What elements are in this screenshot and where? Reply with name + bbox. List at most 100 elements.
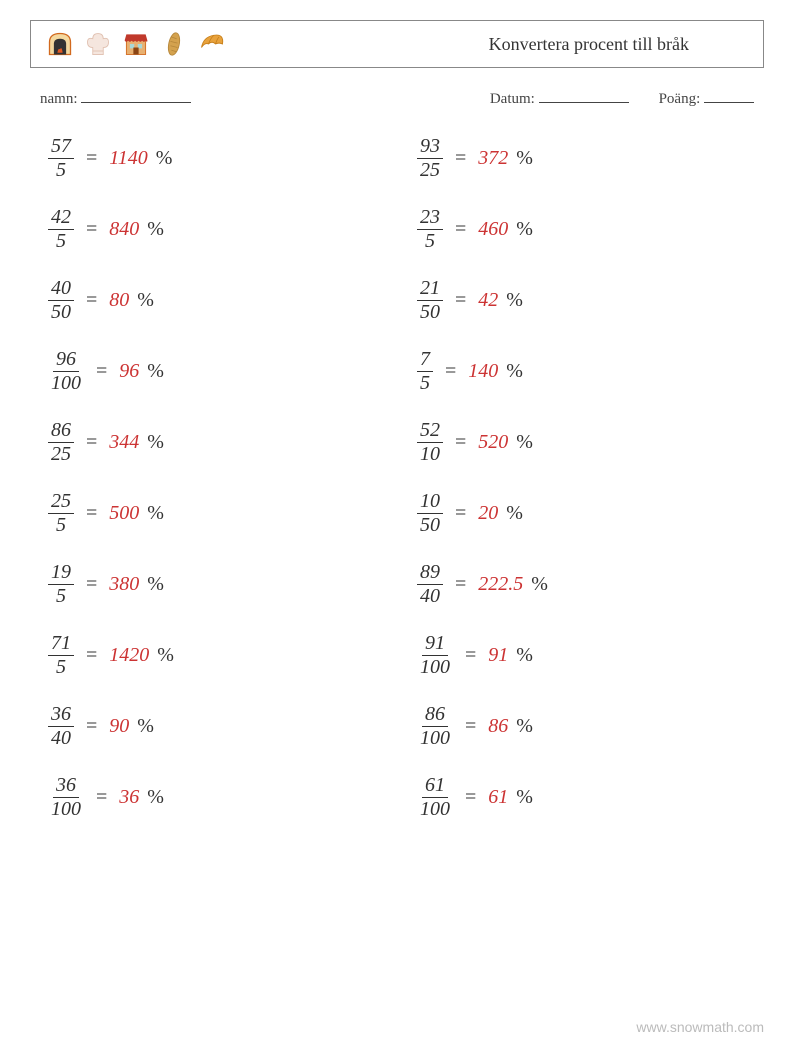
fraction-numerator: 21 [417, 278, 443, 301]
worksheet-header: Konvertera procent till bråk [30, 20, 764, 68]
percent-sign: % [147, 573, 164, 596]
date-label: Datum: [490, 91, 535, 107]
fraction-numerator: 25 [48, 491, 74, 514]
fraction-numerator: 93 [417, 136, 443, 159]
fraction: 8940 [417, 562, 443, 607]
fraction: 2150 [417, 278, 443, 323]
answer-value: 520 [478, 431, 508, 454]
problem: 4050=80% [48, 278, 377, 323]
equals-sign: = [86, 644, 97, 667]
fraction-numerator: 57 [48, 136, 74, 159]
fraction-denominator: 50 [417, 301, 443, 323]
fraction-denominator: 100 [48, 798, 84, 820]
name-blank[interactable] [81, 88, 191, 103]
bread-icon [159, 29, 189, 59]
score-blank[interactable] [704, 88, 754, 103]
equals-sign: = [86, 289, 97, 312]
equals-sign: = [465, 644, 476, 667]
answer-value: 36 [119, 786, 139, 809]
percent-sign: % [531, 573, 548, 596]
percent-sign: % [516, 431, 533, 454]
fraction: 91100 [417, 633, 453, 678]
fraction: 235 [417, 207, 443, 252]
answer-value: 42 [478, 289, 498, 312]
percent-sign: % [147, 360, 164, 383]
fraction: 255 [48, 491, 74, 536]
fraction-numerator: 52 [417, 420, 443, 443]
fraction-numerator: 61 [422, 775, 448, 798]
fraction-numerator: 91 [422, 633, 448, 656]
answer-value: 20 [478, 502, 498, 525]
percent-sign: % [137, 715, 154, 738]
fraction-denominator: 5 [53, 656, 69, 678]
percent-sign: % [156, 147, 173, 170]
date-blank[interactable] [539, 88, 629, 103]
fraction-denominator: 5 [53, 159, 69, 181]
problem: 575=1140% [48, 136, 377, 181]
equals-sign: = [455, 218, 466, 241]
fraction: 575 [48, 136, 74, 181]
oven-icon [45, 29, 75, 59]
equals-sign: = [86, 431, 97, 454]
fraction-denominator: 50 [48, 301, 74, 323]
problem: 8940=222.5% [417, 562, 746, 607]
fraction-numerator: 10 [417, 491, 443, 514]
fraction: 195 [48, 562, 74, 607]
percent-sign: % [506, 502, 523, 525]
fraction-numerator: 42 [48, 207, 74, 230]
answer-value: 80 [109, 289, 129, 312]
problems-grid: 575=1140%9325=372%425=840%235=460%4050=8… [30, 136, 764, 820]
problem: 425=840% [48, 207, 377, 252]
fraction-numerator: 23 [417, 207, 443, 230]
problem: 5210 = 520% [417, 420, 746, 465]
equals-sign: = [455, 431, 466, 454]
problem: 91100 = 91% [417, 633, 746, 678]
chef-hat-icon [83, 29, 113, 59]
fraction: 75 [417, 349, 433, 394]
problem: 2150 = 42% [417, 278, 746, 323]
shop-icon [121, 29, 151, 59]
fraction: 5210 [417, 420, 443, 465]
meta-date: Datum: [490, 88, 629, 108]
fraction-denominator: 5 [53, 230, 69, 252]
fraction-numerator: 19 [48, 562, 74, 585]
score-label: Poäng: [659, 91, 701, 107]
fraction-numerator: 40 [48, 278, 74, 301]
percent-sign: % [516, 644, 533, 667]
fraction-denominator: 5 [417, 372, 433, 394]
fraction-numerator: 71 [48, 633, 74, 656]
equals-sign: = [465, 786, 476, 809]
fraction-numerator: 86 [48, 420, 74, 443]
answer-value: 1140 [109, 147, 148, 170]
fraction-numerator: 36 [48, 704, 74, 727]
equals-sign: = [86, 573, 97, 596]
equals-sign: = [455, 573, 466, 596]
percent-sign: % [516, 786, 533, 809]
fraction: 96100 [48, 349, 84, 394]
worksheet-title: Konvertera procent till bråk [489, 34, 749, 55]
fraction-denominator: 25 [417, 159, 443, 181]
equals-sign: = [86, 715, 97, 738]
fraction-numerator: 96 [53, 349, 79, 372]
fraction: 61100 [417, 775, 453, 820]
problem: 3640=90% [48, 704, 377, 749]
equals-sign: = [455, 147, 466, 170]
percent-sign: % [147, 431, 164, 454]
croissant-icon [197, 29, 227, 59]
fraction-denominator: 25 [48, 443, 74, 465]
equals-sign: = [465, 715, 476, 738]
equals-sign: = [455, 289, 466, 312]
problem: 9325=372% [417, 136, 746, 181]
equals-sign: = [455, 502, 466, 525]
fraction-denominator: 40 [417, 585, 443, 607]
fraction-denominator: 100 [48, 372, 84, 394]
problem: 195=380% [48, 562, 377, 607]
percent-sign: % [506, 289, 523, 312]
answer-value: 96 [119, 360, 139, 383]
problem: 255=500% [48, 491, 377, 536]
answer-value: 460 [478, 218, 508, 241]
fraction: 715 [48, 633, 74, 678]
problem: 8625=344% [48, 420, 377, 465]
percent-sign: % [147, 218, 164, 241]
fraction: 1050 [417, 491, 443, 536]
